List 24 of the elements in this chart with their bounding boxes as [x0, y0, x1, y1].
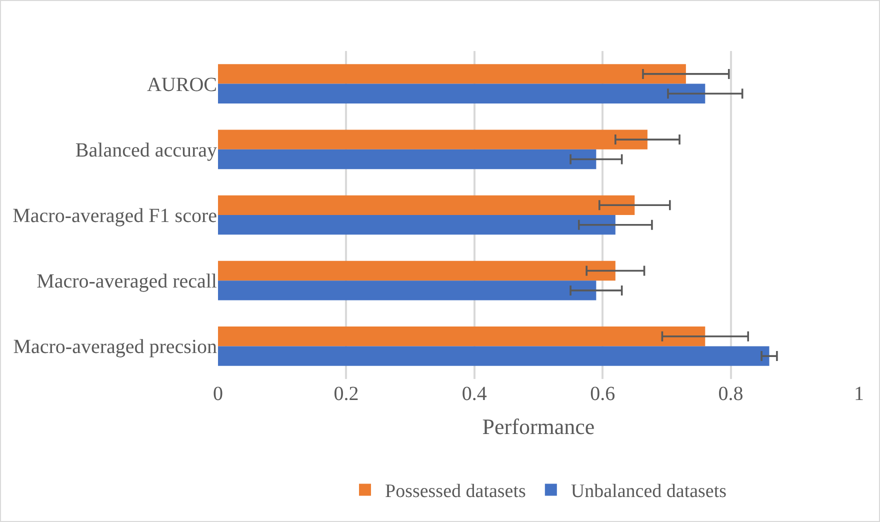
y-tick-label: Macro-averaged precsion [13, 336, 217, 358]
y-tick-label: AUROC [146, 74, 217, 96]
bar [218, 130, 648, 150]
bar [218, 260, 616, 281]
x-tick-label: 0.2 [334, 383, 359, 405]
bar [218, 326, 706, 346]
bar [218, 346, 770, 366]
x-tick-label: 0.4 [462, 383, 487, 405]
x-tick-label: 1 [854, 383, 864, 405]
y-tick-label: Macro-averaged F1 score [12, 205, 218, 227]
legend-label: Unbalanced datasets [570, 481, 727, 502]
y-tick-label: Balanced accuray [75, 139, 217, 162]
bar [218, 215, 616, 235]
x-tick-label: 0.6 [590, 383, 616, 405]
bar [218, 84, 706, 104]
y-tick-label: Macro-averaged recall [36, 270, 218, 293]
bar [218, 280, 596, 300]
bar [218, 64, 686, 84]
bar [218, 149, 596, 170]
x-tick-label: 0.8 [718, 383, 744, 405]
x-tick-label: 0 [213, 383, 223, 405]
legend-label: Possessed datasets [385, 481, 526, 502]
bar [218, 195, 635, 215]
x-axis-title: Performance [482, 414, 595, 439]
